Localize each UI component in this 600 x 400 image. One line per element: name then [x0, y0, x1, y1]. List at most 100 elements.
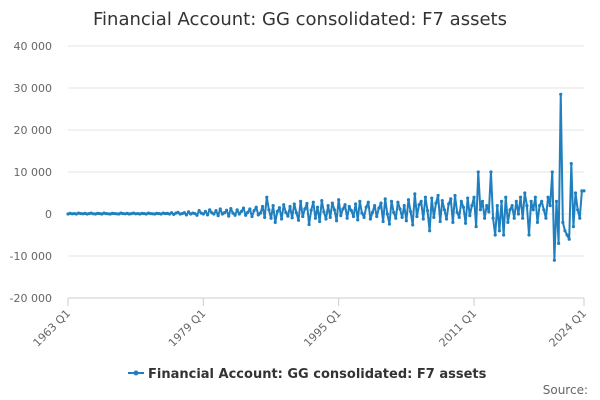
data-point[interactable] [489, 170, 493, 174]
data-point[interactable] [459, 199, 463, 203]
data-point[interactable] [523, 191, 527, 195]
data-point[interactable] [296, 218, 301, 222]
data-point[interactable] [415, 214, 419, 219]
data-point[interactable] [542, 208, 546, 212]
data-point[interactable] [476, 170, 480, 174]
data-point[interactable] [195, 213, 199, 217]
data-point[interactable] [411, 223, 415, 227]
data-point[interactable] [510, 204, 514, 208]
data-point[interactable] [277, 206, 282, 210]
data-point[interactable] [582, 189, 586, 193]
data-point[interactable] [216, 214, 220, 218]
data-point[interactable] [518, 195, 523, 199]
data-point[interactable] [417, 203, 421, 207]
data-point[interactable] [544, 216, 548, 220]
data-point[interactable] [222, 211, 227, 215]
data-point[interactable] [254, 205, 258, 209]
data-point[interactable] [347, 204, 351, 209]
data-point[interactable] [533, 195, 537, 199]
data-point[interactable] [205, 213, 210, 217]
data-point[interactable] [455, 210, 459, 214]
data-point[interactable] [385, 212, 389, 216]
data-point[interactable] [235, 208, 239, 212]
data-point[interactable] [402, 204, 406, 208]
data-point[interactable] [425, 209, 430, 213]
data-point[interactable] [197, 209, 201, 213]
data-point[interactable] [203, 209, 208, 214]
data-point[interactable] [354, 202, 358, 206]
data-point[interactable] [360, 211, 364, 215]
data-point[interactable] [218, 207, 222, 211]
data-point[interactable] [332, 208, 337, 212]
data-point[interactable] [497, 229, 502, 233]
data-point[interactable] [529, 199, 533, 203]
data-point[interactable] [231, 211, 235, 215]
data-point[interactable] [313, 216, 318, 220]
data-point[interactable] [370, 210, 375, 214]
data-point[interactable] [563, 229, 567, 233]
data-point[interactable] [292, 202, 296, 206]
data-point[interactable] [430, 196, 434, 200]
data-point[interactable] [428, 229, 432, 233]
data-point[interactable] [449, 197, 453, 201]
data-point[interactable] [559, 92, 563, 96]
data-point[interactable] [554, 199, 559, 203]
data-point[interactable] [478, 208, 482, 212]
data-point[interactable] [413, 192, 417, 196]
data-point[interactable] [561, 220, 565, 224]
data-point[interactable] [227, 214, 231, 218]
data-point[interactable] [246, 210, 250, 214]
data-point[interactable] [271, 204, 275, 208]
data-point[interactable] [318, 219, 322, 224]
data-point[interactable] [463, 221, 468, 225]
data-point[interactable] [404, 219, 408, 223]
data-point[interactable] [535, 220, 540, 224]
data-point[interactable] [387, 222, 392, 226]
data-point[interactable] [552, 258, 556, 262]
data-point[interactable] [269, 216, 273, 220]
data-point[interactable] [301, 214, 305, 219]
data-point[interactable] [294, 211, 298, 215]
data-point[interactable] [470, 204, 474, 208]
data-point[interactable] [461, 205, 466, 209]
data-point[interactable] [379, 201, 383, 205]
data-point[interactable] [573, 191, 578, 195]
data-point[interactable] [341, 207, 345, 211]
data-point[interactable] [531, 208, 535, 212]
data-point[interactable] [512, 216, 516, 220]
data-point[interactable] [436, 193, 440, 198]
data-point[interactable] [212, 212, 216, 216]
data-point[interactable] [504, 195, 508, 199]
data-point[interactable] [320, 198, 324, 203]
data-point[interactable] [521, 216, 525, 220]
data-point[interactable] [303, 207, 307, 211]
data-point[interactable] [392, 210, 396, 214]
data-point[interactable] [548, 204, 552, 208]
data-point[interactable] [260, 204, 265, 209]
data-point[interactable] [408, 209, 413, 214]
data-point[interactable] [368, 217, 373, 221]
data-point[interactable] [381, 219, 385, 224]
data-point[interactable] [290, 216, 294, 220]
data-point[interactable] [275, 209, 279, 214]
data-point[interactable] [487, 210, 491, 214]
data-point[interactable] [457, 215, 461, 219]
data-point[interactable] [339, 214, 343, 218]
data-point[interactable] [394, 216, 398, 220]
data-point[interactable] [468, 214, 472, 218]
data-point[interactable] [495, 204, 499, 208]
data-point[interactable] [279, 217, 284, 221]
data-point[interactable] [250, 214, 254, 219]
data-point[interactable] [421, 217, 425, 221]
data-point[interactable] [299, 199, 303, 203]
data-point[interactable] [273, 220, 277, 224]
data-point[interactable] [483, 216, 487, 220]
data-point[interactable] [514, 199, 518, 203]
data-point[interactable] [307, 222, 311, 227]
data-point[interactable] [208, 208, 212, 212]
data-point[interactable] [229, 206, 233, 211]
data-point[interactable] [324, 217, 328, 221]
data-point[interactable] [546, 195, 550, 199]
data-point[interactable] [356, 218, 360, 222]
data-point[interactable] [330, 201, 334, 205]
